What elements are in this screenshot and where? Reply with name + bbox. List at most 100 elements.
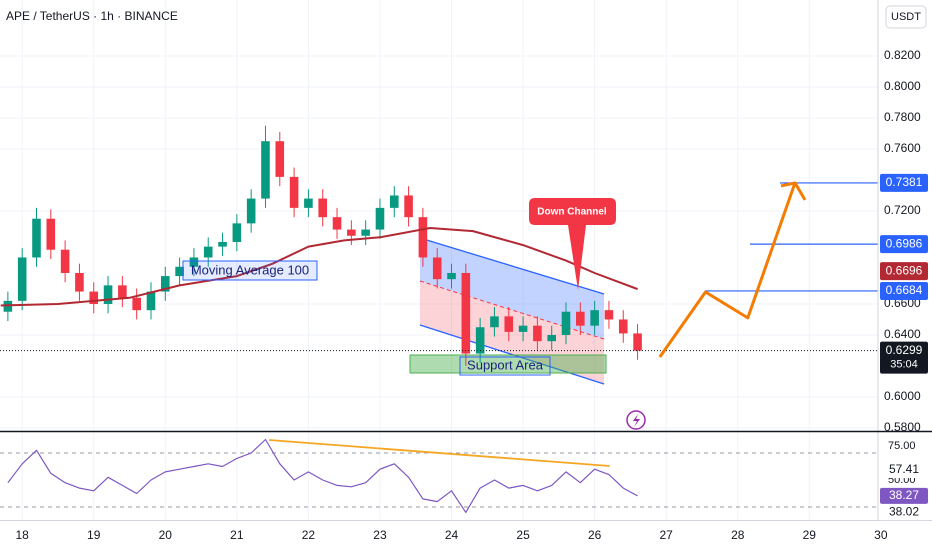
level-tag-label: 0.7381	[886, 175, 923, 189]
rsi-tag	[880, 462, 928, 479]
y-tick-label: 0.8200	[884, 48, 921, 62]
candle-body	[17, 257, 27, 301]
candle-body	[361, 229, 370, 236]
projection	[658, 182, 797, 358]
x-tick-label: 24	[445, 528, 459, 542]
moving-average	[0, 227, 638, 307]
title: APE / TetherUS · 1h · BINANCE	[6, 9, 178, 23]
candle-body	[318, 198, 328, 218]
y-tick-label: 0.6400	[884, 327, 921, 341]
candle-body	[275, 141, 285, 177]
y-tick-label: 0.7200	[884, 203, 921, 217]
x-tick-label: 19	[87, 528, 101, 542]
candle-body	[103, 285, 113, 304]
candle-body	[89, 291, 99, 304]
currency-button[interactable]	[885, 5, 927, 29]
candle-body	[246, 198, 256, 224]
support-zone	[409, 354, 607, 374]
marks	[0, 125, 878, 513]
support-label-box	[459, 356, 551, 376]
candle-body	[576, 311, 585, 326]
x-tick-label: 25	[516, 528, 530, 542]
candle-body	[75, 272, 84, 292]
candle-body	[418, 217, 428, 258]
alert-icon[interactable]	[626, 410, 646, 430]
x-tick-label: 21	[230, 528, 244, 542]
candle-body	[490, 316, 499, 328]
candle-body	[232, 223, 242, 242]
projection-arrow	[780, 181, 807, 201]
candle-body	[375, 207, 385, 230]
x-tick-label: 26	[588, 528, 602, 542]
last-price-tag	[880, 341, 928, 374]
rsi-tag-label: 57.41	[889, 462, 919, 476]
candle-body	[447, 272, 456, 280]
countdown: 35:04	[890, 359, 918, 371]
candle-body	[203, 246, 213, 258]
y-tick-label: 0.7800	[884, 110, 921, 124]
x-tick-label: 22	[302, 528, 316, 542]
candle-body	[590, 310, 599, 326]
rsi-current-label: 38.27	[889, 488, 919, 502]
level-tag	[880, 235, 928, 254]
y-tick-label: 0.5800	[884, 420, 921, 434]
support-label: Support Area	[467, 357, 544, 372]
candle-body	[432, 257, 442, 280]
last-price-label: 0.6299	[886, 343, 923, 357]
rsi-tag	[880, 504, 928, 521]
candle-body	[518, 325, 528, 332]
candle-body	[146, 291, 156, 311]
x-tick-label: 23	[373, 528, 387, 542]
rsi-current-tag	[880, 487, 928, 504]
y-tick-label: 0.8000	[884, 79, 921, 93]
rsi-tick-label: 75.00	[888, 440, 916, 452]
x-tick-label: 29	[803, 528, 817, 542]
level-tag-label: 0.6986	[886, 236, 923, 250]
candle-body	[161, 276, 170, 292]
ma-tag-label: 0.6696	[886, 263, 923, 277]
ma-tag	[880, 262, 928, 281]
candle-body	[189, 257, 199, 267]
ma-label: Moving Average 100	[191, 262, 309, 277]
candle-body	[533, 325, 542, 342]
candle-body	[347, 229, 356, 236]
candle-body	[547, 334, 556, 342]
candle-body	[60, 249, 70, 273]
x-tick-label: 30	[874, 528, 888, 542]
ma-label-box	[182, 260, 318, 281]
candle-body	[261, 141, 270, 199]
candle-body	[118, 285, 127, 298]
grid	[0, 0, 882, 520]
x-tick-label: 20	[159, 528, 173, 542]
level-tag	[880, 281, 928, 300]
candle-body	[404, 195, 413, 218]
candle-body	[46, 218, 56, 250]
callout	[529, 198, 616, 290]
candle-body	[618, 319, 628, 334]
level-tag-label: 0.6684	[886, 283, 923, 297]
candle-body	[633, 333, 642, 351]
rsi-line	[7, 438, 638, 513]
currency: USDT	[891, 11, 921, 23]
candle-body	[132, 297, 141, 311]
x-tick-label: 27	[660, 528, 674, 542]
candle-body	[289, 176, 299, 208]
channel-top	[419, 237, 605, 295]
x-tick-label: 18	[16, 528, 30, 542]
candle-body	[32, 218, 41, 258]
x-tick-label: 28	[731, 528, 745, 542]
candle-body	[218, 241, 227, 247]
callout-label: Down Channel	[537, 207, 607, 218]
candle-body	[561, 311, 571, 335]
y-tick-label: 0.6000	[884, 389, 921, 403]
channel-upper	[420, 238, 604, 339]
candle-body	[332, 217, 342, 230]
level-tag	[880, 173, 928, 192]
labels: 18 19 20 21 22 23 24 25 26 27 28 29 30 0.8200 0.8000 0.…	[16, 48, 928, 542]
rsi-divergence	[269, 439, 610, 467]
candle-body	[175, 266, 184, 277]
candle-body	[461, 272, 471, 354]
alert-bolt	[633, 414, 640, 427]
candle-body	[604, 310, 614, 320]
